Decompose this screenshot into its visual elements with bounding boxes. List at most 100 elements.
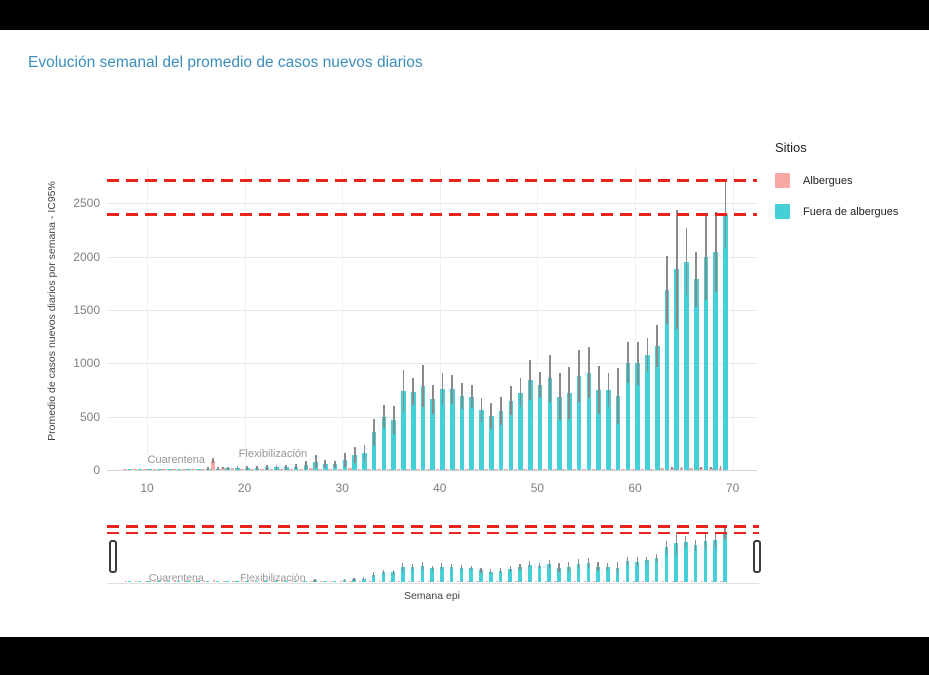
- bar-albergues-week-44[interactable]: [474, 469, 479, 470]
- bar-fuera-de-albergues-week-25[interactable]: [293, 581, 298, 582]
- bar-albergues-week-14[interactable]: [181, 469, 186, 470]
- bar-fuera-de-albergues-week-67[interactable]: [703, 541, 708, 582]
- bar-fuera-de-albergues-week-40[interactable]: [440, 389, 445, 470]
- bar-albergues-week-51[interactable]: [544, 581, 547, 582]
- bar-fuera-de-albergues-week-64[interactable]: [674, 543, 678, 582]
- bar-fuera-de-albergues-week-38[interactable]: [420, 385, 426, 470]
- bar-fuera-de-albergues-week-54[interactable]: [576, 375, 582, 470]
- bar-fuera-de-albergues-week-52[interactable]: [557, 567, 561, 582]
- bar-albergues-week-44[interactable]: [476, 581, 479, 582]
- bar-albergues-week-62[interactable]: [650, 468, 655, 470]
- bar-albergues-week-33[interactable]: [367, 468, 372, 470]
- bar-albergues-week-60[interactable]: [632, 581, 635, 582]
- bar-fuera-de-albergues-week-41[interactable]: [449, 566, 454, 582]
- bar-albergues-week-36[interactable]: [396, 468, 401, 470]
- bar-fuera-de-albergues-week-55[interactable]: [586, 563, 591, 582]
- bar-albergues-week-42[interactable]: [456, 581, 459, 582]
- bar-albergues-week-39[interactable]: [425, 468, 430, 470]
- bar-fuera-de-albergues-week-44[interactable]: [479, 570, 483, 582]
- bar-fuera-de-albergues-week-69[interactable]: [723, 213, 728, 470]
- bar-albergues-week-29[interactable]: [328, 468, 333, 470]
- bar-fuera-de-albergues-week-57[interactable]: [606, 566, 610, 582]
- bar-fuera-de-albergues-week-56[interactable]: [596, 389, 601, 470]
- bar-fuera-de-albergues-week-32[interactable]: [362, 453, 367, 470]
- bar-albergues-week-43[interactable]: [466, 581, 469, 582]
- bar-albergues-week-19[interactable]: [230, 468, 235, 470]
- bar-fuera-de-albergues-week-23[interactable]: [274, 581, 278, 582]
- bar-fuera-de-albergues-week-53[interactable]: [567, 392, 572, 470]
- bar-albergues-week-46[interactable]: [495, 581, 499, 582]
- bar-fuera-de-albergues-week-65[interactable]: [684, 261, 689, 470]
- bar-fuera-de-albergues-week-59[interactable]: [625, 561, 630, 582]
- bar-albergues-week-65[interactable]: [681, 581, 684, 582]
- bar-albergues-week-51[interactable]: [542, 468, 547, 470]
- bar-albergues-week-52[interactable]: [552, 468, 557, 470]
- bar-albergues-week-10[interactable]: [142, 469, 147, 470]
- bar-albergues-week-40[interactable]: [435, 468, 440, 470]
- bar-albergues-week-31[interactable]: [347, 468, 352, 470]
- bar-fuera-de-albergues-week-8[interactable]: [127, 469, 133, 470]
- bar-fuera-de-albergues-week-68[interactable]: [713, 251, 719, 470]
- bar-albergues-week-55[interactable]: [582, 468, 586, 470]
- bar-albergues-week-22[interactable]: [259, 468, 264, 470]
- bar-fuera-de-albergues-week-41[interactable]: [449, 389, 455, 470]
- bar-albergues-week-49[interactable]: [525, 581, 528, 582]
- bar-albergues-week-30[interactable]: [338, 468, 342, 470]
- bar-albergues-week-53[interactable]: [562, 468, 567, 470]
- bar-albergues-week-29[interactable]: [329, 581, 333, 582]
- bar-fuera-de-albergues-week-33[interactable]: [371, 574, 376, 582]
- bar-albergues-week-54[interactable]: [572, 468, 577, 470]
- bar-fuera-de-albergues-week-58[interactable]: [615, 567, 620, 582]
- bar-albergues-week-35[interactable]: [386, 468, 391, 470]
- bar-fuera-de-albergues-week-59[interactable]: [625, 362, 631, 470]
- bar-albergues-week-15[interactable]: [193, 581, 196, 582]
- bar-albergues-week-64[interactable]: [671, 581, 674, 582]
- bar-fuera-de-albergues-week-68[interactable]: [713, 540, 717, 582]
- bar-fuera-de-albergues-week-44[interactable]: [479, 409, 484, 470]
- bar-albergues-week-26[interactable]: [300, 581, 303, 582]
- bar-fuera-de-albergues-week-42[interactable]: [459, 567, 464, 582]
- bar-fuera-de-albergues-week-35[interactable]: [391, 572, 395, 582]
- bar-fuera-de-albergues-week-58[interactable]: [615, 395, 621, 470]
- bar-fuera-de-albergues-week-63[interactable]: [664, 289, 670, 470]
- bar-fuera-de-albergues-week-11[interactable]: [157, 469, 162, 470]
- bar-fuera-de-albergues-week-50[interactable]: [537, 384, 543, 470]
- bar-albergues-week-20[interactable]: [240, 468, 245, 470]
- bar-albergues-week-16[interactable]: [201, 469, 206, 470]
- bar-fuera-de-albergues-week-33[interactable]: [371, 432, 377, 470]
- bar-albergues-week-22[interactable]: [261, 581, 264, 582]
- bar-albergues-week-27[interactable]: [308, 468, 313, 470]
- bar-fuera-de-albergues-week-46[interactable]: [498, 410, 504, 470]
- bar-albergues-week-25[interactable]: [289, 468, 293, 470]
- bar-albergues-week-48[interactable]: [515, 581, 518, 582]
- bar-fuera-de-albergues-week-29[interactable]: [332, 580, 337, 582]
- bar-albergues-week-58[interactable]: [611, 468, 616, 470]
- bar-albergues-week-41[interactable]: [445, 468, 450, 470]
- bar-albergues-week-28[interactable]: [320, 581, 323, 582]
- bar-fuera-de-albergues-week-57[interactable]: [606, 389, 611, 470]
- bar-fuera-de-albergues-week-35[interactable]: [391, 419, 396, 470]
- main-chart-plot-area[interactable]: Cuarentena Flexibilización: [107, 168, 759, 471]
- bar-albergues-week-37[interactable]: [408, 581, 411, 582]
- bar-albergues-week-59[interactable]: [621, 468, 625, 470]
- bar-albergues-week-8[interactable]: [124, 581, 128, 582]
- bar-fuera-de-albergues-week-53[interactable]: [566, 567, 571, 582]
- bar-fuera-de-albergues-week-62[interactable]: [654, 558, 659, 582]
- bar-albergues-week-35[interactable]: [388, 581, 391, 582]
- bar-albergues-week-25[interactable]: [290, 581, 294, 582]
- bar-albergues-week-30[interactable]: [339, 581, 342, 582]
- bar-fuera-de-albergues-week-50[interactable]: [537, 565, 542, 582]
- bar-albergues-week-69[interactable]: [720, 581, 723, 582]
- bar-fuera-de-albergues-week-32[interactable]: [362, 578, 366, 582]
- bar-fuera-de-albergues-week-63[interactable]: [664, 547, 669, 582]
- bar-fuera-de-albergues-week-22[interactable]: [264, 581, 269, 582]
- legend-item-fuera-de-albergues[interactable]: Fuera de albergues: [775, 204, 925, 219]
- bar-albergues-week-67[interactable]: [700, 581, 703, 582]
- bar-fuera-de-albergues-week-61[interactable]: [645, 559, 649, 582]
- bar-fuera-de-albergues-week-60[interactable]: [635, 363, 640, 470]
- bar-albergues-week-28[interactable]: [318, 468, 323, 470]
- bar-albergues-week-56[interactable]: [593, 581, 596, 582]
- bar-albergues-week-56[interactable]: [591, 468, 596, 470]
- bar-albergues-week-11[interactable]: [152, 469, 157, 470]
- bar-fuera-de-albergues-week-62[interactable]: [654, 345, 660, 470]
